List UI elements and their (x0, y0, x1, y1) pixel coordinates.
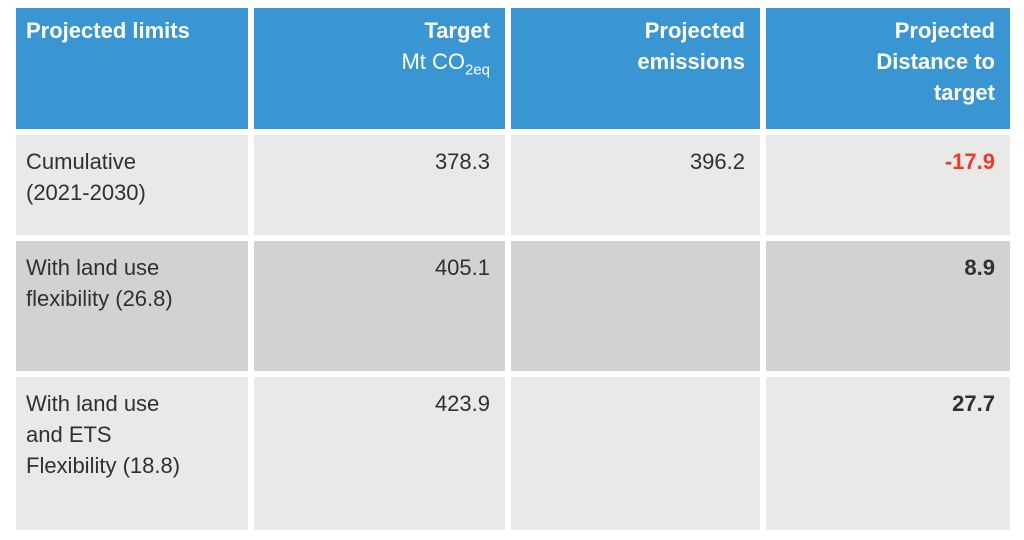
land-use-ets-emissions-value (511, 377, 760, 530)
row-label-land-use-flexibility: With land use flexibility (26.8) (16, 241, 248, 371)
header-cell-projected-distance-to-target: Projected Distance to target (766, 8, 1010, 129)
land-use-flexibility-target-value: 405.1 (254, 241, 505, 371)
row-label-cumulative: Cumulative (2021-2030) (16, 135, 248, 235)
row-label-land-use-ets-flexibility: With land use and ETS Flexibility (18.8) (16, 377, 248, 530)
unit-prefix: Mt CO (401, 49, 466, 74)
land-use-ets-distance-value: 27.7 (766, 377, 1010, 530)
unit-subscript: 2eq (465, 61, 490, 79)
header-target-label: Target (424, 18, 490, 43)
land-use-flexibility-emissions-value (511, 241, 760, 371)
land-use-flexibility-distance-value: 8.9 (766, 241, 1010, 371)
header-cell-projected-emissions: Projected emissions (511, 8, 760, 129)
cumulative-distance-value: -17.9 (766, 135, 1010, 235)
land-use-ets-target-value: 423.9 (254, 377, 505, 530)
cumulative-target-value: 378.3 (254, 135, 505, 235)
header-target-unit: Mt CO2eq (264, 46, 490, 77)
cumulative-emissions-value: 396.2 (511, 135, 760, 235)
header-cell-target: Target Mt CO2eq (254, 8, 505, 129)
header-cell-projected-limits: Projected limits (16, 8, 248, 129)
projected-limits-table: Projected limits Target Mt CO2eq Project… (16, 8, 1010, 530)
